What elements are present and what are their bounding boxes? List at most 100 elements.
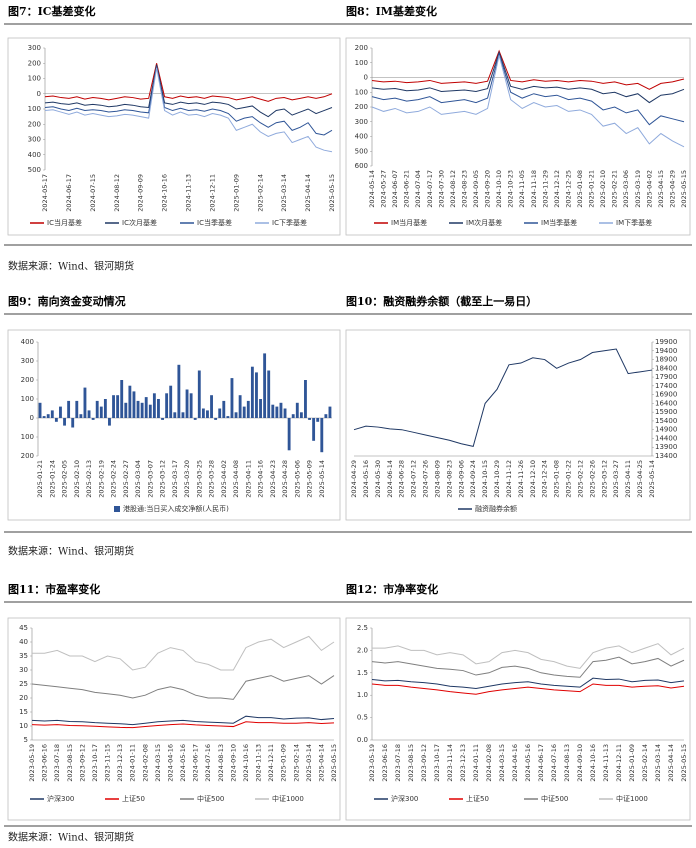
x-tick-label: 2025-03-06 xyxy=(622,170,630,208)
x-tick-label: 2025-03-07 xyxy=(146,460,154,498)
x-tick-label: 2024-06-17 xyxy=(65,174,73,212)
x-tick-label: 2024-02-08 xyxy=(485,744,493,782)
x-tick-label: 2024-09-05 xyxy=(472,170,480,208)
bar xyxy=(214,418,218,420)
bar xyxy=(316,418,320,422)
x-tick-label: 2025-01-09 xyxy=(628,744,636,782)
bar xyxy=(263,353,267,418)
legend-label: IM次月基差 xyxy=(466,218,502,227)
x-tick-label: 2024-05-17 xyxy=(41,174,49,212)
x-tick-label: 2025-01-22 xyxy=(565,460,573,498)
y-tick-label: 2.5 xyxy=(357,624,368,632)
legend-label: IC次月基差 xyxy=(122,218,157,227)
bar xyxy=(148,404,152,418)
x-tick-label: 2024-12-11 xyxy=(615,744,623,782)
figure-caption: 图12：市净率变化 xyxy=(346,582,438,596)
bar xyxy=(177,364,181,418)
x-tick-label: 2025-05-15 xyxy=(680,170,688,208)
x-tick-label: 2025-04-14 xyxy=(667,744,675,782)
x-tick-label: 2024-03-15 xyxy=(154,744,162,782)
x-tick-label: 2024-10-16 xyxy=(589,744,597,782)
bar xyxy=(83,387,87,418)
x-tick-label: 2025-01-08 xyxy=(553,460,561,498)
series-line xyxy=(31,675,335,700)
x-tick-label: 2023-05-19 xyxy=(368,744,376,782)
x-tick-label: 2025-03-28 xyxy=(208,460,216,498)
x-tick-label: 2025-05-14 xyxy=(648,460,656,498)
bar xyxy=(165,393,169,418)
bar xyxy=(128,385,132,418)
x-tick-label: 2024-06-17 xyxy=(192,744,200,782)
figure-caption: 图11：市盈率变化 xyxy=(8,582,100,596)
x-tick-label: 2024-06-17 xyxy=(537,744,545,782)
x-tick-label: 2024-09-09 xyxy=(137,174,145,212)
x-tick-label: 2024-07-04 xyxy=(414,170,422,208)
x-tick-label: 2025-02-10 xyxy=(599,170,607,208)
y-tick-label: 17900 xyxy=(655,373,677,381)
x-tick-label: 2025-04-15 xyxy=(657,170,665,208)
bar xyxy=(75,400,79,418)
bar xyxy=(59,406,62,418)
legend-label: 融资融券余额 xyxy=(475,504,517,513)
x-tick-label: 2024-11-13 xyxy=(602,744,610,782)
x-tick-label: 2025-02-24 xyxy=(110,460,118,498)
source-note: 数据来源：Wind、银河期货 xyxy=(8,260,134,273)
x-tick-label: 2024-05-14 xyxy=(368,170,376,208)
bar xyxy=(144,397,148,418)
bar xyxy=(210,395,213,418)
bar xyxy=(124,402,128,418)
y-tick-label: 200 xyxy=(28,120,41,128)
chart-frame xyxy=(345,37,691,236)
x-tick-label: 2025-01-21 xyxy=(588,170,596,208)
series-line xyxy=(371,52,685,126)
x-tick-label: 2023-10-17 xyxy=(433,744,441,782)
x-tick-label: 2025-05-06 xyxy=(293,460,301,498)
bar xyxy=(99,406,103,418)
bar xyxy=(161,418,164,420)
y-tick-label: 500 xyxy=(28,166,41,174)
bar xyxy=(246,400,250,418)
x-tick-label: 2024-12-12 xyxy=(553,170,561,208)
bar xyxy=(91,418,95,420)
legend-label: 港股通:当日买入成交净额(人民币) xyxy=(123,504,229,513)
y-tick-label: 0 xyxy=(364,74,368,82)
y-tick-label: 300 xyxy=(355,118,368,126)
x-tick-label: 2023-09-12 xyxy=(420,744,428,782)
x-tick-label: 2024-11-18 xyxy=(530,170,538,208)
x-tick-label: 2024-08-13 xyxy=(563,744,571,782)
x-tick-label: 2024-12-25 xyxy=(564,170,572,208)
x-tick-label: 2023-08-15 xyxy=(66,744,74,782)
x-tick-label: 2024-08-23 xyxy=(445,460,453,498)
x-tick-label: 2025-02-19 xyxy=(97,460,105,498)
legend-label: 中证500 xyxy=(197,794,224,803)
bar xyxy=(46,414,50,418)
bar xyxy=(299,412,303,418)
x-tick-label: 2024-12-24 xyxy=(541,460,549,498)
y-tick-label: 300 xyxy=(28,44,41,52)
legend-label: 沪深300 xyxy=(47,794,74,803)
chart-frame xyxy=(7,37,341,236)
series-line xyxy=(371,656,685,678)
y-tick-label: 13400 xyxy=(655,452,677,460)
y-tick-label: 300 xyxy=(28,136,41,144)
x-tick-label: 2025-04-23 xyxy=(269,460,277,498)
y-tick-label: 14400 xyxy=(655,434,677,442)
legend-label: 上证50 xyxy=(466,794,489,803)
bar xyxy=(230,378,234,418)
x-tick-label: 2024-08-12 xyxy=(113,174,121,212)
y-tick-label: 30 xyxy=(19,666,28,674)
series-line xyxy=(31,715,335,726)
y-tick-label: 200 xyxy=(355,103,368,111)
x-tick-label: 2025-03-14 xyxy=(305,744,313,782)
x-tick-label: 2024-05-16 xyxy=(362,460,370,498)
bar xyxy=(140,402,144,418)
legend-swatch xyxy=(114,506,120,512)
y-tick-label: 45 xyxy=(19,624,28,632)
bar xyxy=(108,418,111,426)
bar xyxy=(259,399,262,418)
bar xyxy=(222,400,226,418)
x-tick-label: 2024-08-12 xyxy=(449,170,457,208)
x-tick-label: 2024-11-13 xyxy=(255,744,263,782)
x-tick-label: 2024-10-10 xyxy=(495,170,503,208)
series-line xyxy=(353,348,653,447)
